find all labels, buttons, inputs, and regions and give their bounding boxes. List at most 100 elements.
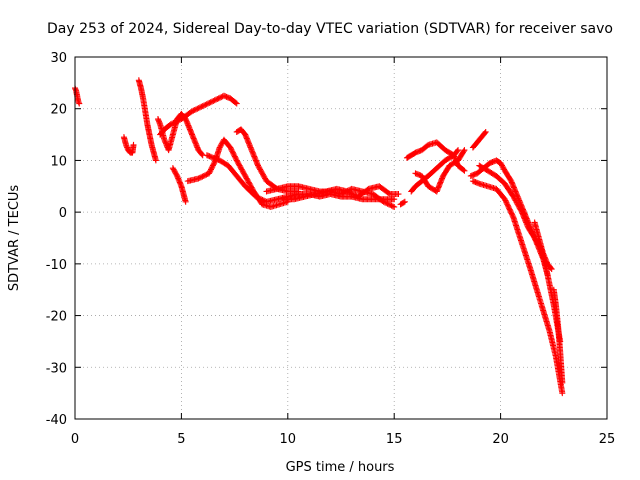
data-point	[548, 266, 555, 273]
data-point	[182, 198, 189, 205]
data-point	[205, 100, 211, 107]
data-point	[516, 205, 523, 212]
data-point	[193, 106, 200, 113]
data-point	[260, 172, 267, 179]
data-point	[195, 105, 202, 112]
data-point	[228, 147, 235, 154]
data-point	[233, 157, 240, 164]
data-point	[254, 194, 261, 201]
data-point	[262, 175, 269, 182]
data-point	[259, 170, 266, 177]
data-point	[344, 188, 351, 195]
data-point	[240, 170, 247, 177]
data-point	[216, 144, 223, 151]
data-point	[385, 201, 392, 208]
data-point	[504, 201, 511, 208]
data-point	[481, 130, 488, 137]
data-point	[171, 167, 178, 174]
data-point	[227, 145, 234, 152]
grid-lines	[75, 57, 607, 419]
data-point	[242, 172, 249, 179]
data-point	[391, 196, 398, 203]
data-point	[518, 207, 525, 214]
data-point	[387, 202, 394, 209]
data-point	[240, 169, 247, 176]
data-point	[208, 98, 215, 105]
data-point	[247, 183, 254, 190]
data-point	[509, 211, 516, 218]
chart-title: Day 253 of 2024, Sidereal Day-to-day VTE…	[47, 21, 613, 37]
data-point	[232, 99, 239, 106]
data-point	[218, 94, 225, 101]
data-point	[516, 203, 523, 210]
data-point	[508, 210, 515, 217]
data-point	[258, 196, 265, 203]
data-point	[255, 163, 262, 170]
data-point	[347, 189, 354, 196]
y-tick-label: -30	[46, 361, 67, 376]
data-point	[389, 203, 396, 210]
data-point	[547, 264, 554, 271]
y-tick-label: -40	[46, 413, 67, 428]
data-point	[76, 100, 83, 107]
data-point	[207, 166, 214, 173]
data-point	[345, 189, 352, 196]
data-point	[212, 96, 219, 103]
data-point	[498, 161, 505, 168]
data-point	[172, 170, 179, 177]
data-point	[515, 202, 522, 209]
data-point	[231, 152, 238, 159]
data-point	[199, 103, 206, 110]
tick-labels: 0 5 10 15 20 25 -40 -30 -20 -10 0 10 20 30	[46, 51, 616, 447]
data-point	[258, 169, 265, 176]
data-point	[191, 107, 198, 114]
data-point	[385, 190, 392, 197]
y-tick-label: -10	[46, 258, 67, 273]
data-point	[460, 148, 467, 155]
data-point	[229, 148, 236, 155]
data-point	[400, 199, 407, 206]
data-point	[506, 205, 513, 212]
data-point	[200, 172, 207, 179]
data-point	[173, 171, 180, 178]
data-point	[504, 202, 511, 209]
data-point	[216, 94, 223, 101]
data-point	[238, 166, 245, 173]
data-point	[507, 209, 514, 216]
data-point	[236, 162, 243, 169]
y-tick-label: 20	[50, 103, 67, 118]
data-point	[503, 200, 510, 207]
data-point	[255, 162, 262, 169]
data-point	[461, 167, 468, 174]
x-axis-label: GPS time / hours	[286, 460, 395, 475]
data-point	[259, 171, 266, 178]
x-tick-label: 15	[386, 432, 403, 447]
data-point	[190, 107, 197, 114]
data-point	[242, 174, 249, 181]
data-point	[211, 97, 218, 104]
data-point	[460, 166, 467, 173]
x-tick-label: 5	[177, 432, 185, 447]
data-point	[391, 203, 398, 210]
data-point	[514, 201, 521, 208]
data-point	[513, 198, 520, 205]
data-point	[169, 120, 176, 127]
data-point	[170, 119, 177, 126]
data-point	[501, 196, 508, 203]
data-point	[207, 167, 214, 174]
data-point	[235, 161, 242, 168]
data-point	[196, 174, 203, 181]
data-point	[229, 149, 236, 156]
data-point	[209, 163, 216, 170]
data-point	[380, 198, 387, 205]
data-point	[175, 117, 182, 124]
data-points	[72, 77, 566, 397]
data-point	[384, 200, 391, 207]
y-tick-label: 0	[59, 206, 67, 221]
data-point	[401, 198, 408, 205]
x-tick-label: 10	[280, 432, 297, 447]
data-point	[241, 171, 248, 178]
data-point	[482, 128, 489, 135]
data-point	[214, 96, 221, 103]
data-point	[172, 169, 179, 176]
